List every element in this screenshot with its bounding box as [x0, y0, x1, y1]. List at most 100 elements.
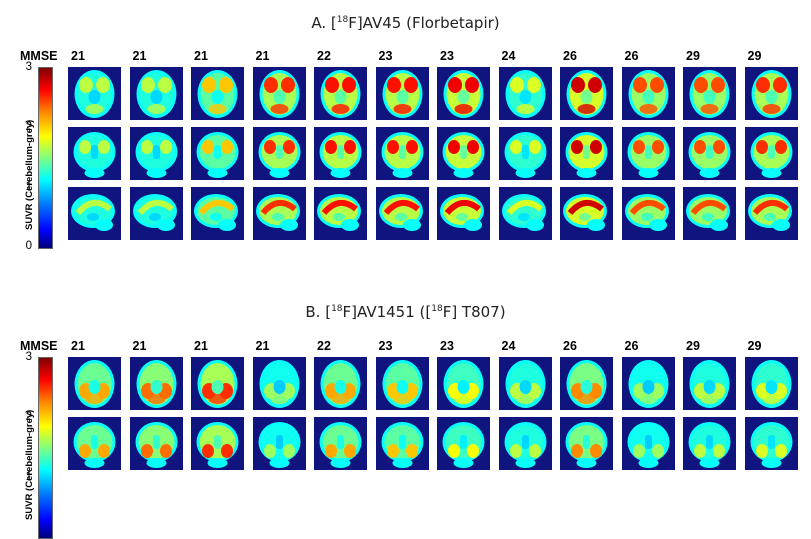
- panel-b-tick-3: 3: [25, 351, 32, 363]
- pet-scan-sagittal-image: [375, 187, 429, 240]
- pet-scan-coronal-image: [375, 417, 429, 470]
- pet-scan-axial-image: [314, 357, 367, 410]
- pet-scan-axial-image: [252, 67, 306, 120]
- mmse-value: 23: [378, 339, 393, 353]
- panel-a-colorbar: [38, 67, 53, 249]
- mmse-value: 26: [624, 49, 639, 63]
- pet-scan-axial-image: [560, 67, 613, 120]
- mmse-value: 24: [501, 49, 516, 63]
- pet-scan-axial-image: [314, 67, 367, 120]
- pet-scan-sagittal-image: [744, 187, 798, 240]
- pet-scan-coronal-image: [560, 127, 613, 180]
- pet-scan-axial-image: [498, 357, 552, 410]
- pet-scan-sagittal-image: [498, 187, 552, 240]
- panel-b-tick-2: 2: [25, 411, 32, 423]
- mmse-value: 21: [194, 49, 208, 63]
- pet-scan-axial-image: [375, 67, 429, 120]
- pet-scan-coronal-image: [683, 417, 736, 470]
- pet-scan-coronal-image: [744, 417, 798, 470]
- panel-a-colorbar-label: SUVR (Cerebellum-grey): [24, 119, 35, 230]
- panel-b-colorbar: [38, 357, 53, 539]
- mmse-value: 22: [317, 339, 331, 353]
- pet-scan-sagittal-image: [129, 187, 183, 240]
- pet-scan-coronal-image: [498, 127, 552, 180]
- pet-scan-axial-image: [621, 357, 675, 410]
- pet-scan-coronal-image: [252, 127, 306, 180]
- mmse-value: 23: [378, 49, 393, 63]
- panel-b-mmse-label: MMSE: [20, 339, 58, 353]
- pet-scan-coronal-image: [68, 127, 121, 180]
- panel-b-tick-1: 1: [25, 471, 32, 483]
- pet-scan-coronal-image: [437, 127, 490, 180]
- panel-a-mmse-label: MMSE: [20, 49, 58, 63]
- pet-scan-axial-image: [252, 357, 306, 410]
- pet-scan-coronal-image: [621, 417, 675, 470]
- mmse-value: 21: [71, 49, 85, 63]
- pet-scan-axial-image: [621, 67, 675, 120]
- pet-scan-sagittal-image: [314, 187, 367, 240]
- pet-scan-axial-image: [744, 67, 798, 120]
- pet-scan-coronal-image: [498, 417, 552, 470]
- pet-scan-axial-image: [375, 357, 429, 410]
- panel-a-mmse-row: 21 21 21 21 22 23 23 24 26 26 29 29: [58, 49, 798, 65]
- mmse-value: 21: [194, 339, 208, 353]
- pet-scan-coronal-image: [560, 417, 613, 470]
- mmse-value: 26: [563, 339, 577, 353]
- pet-scan-coronal-image: [129, 417, 183, 470]
- panel-b-title: B. [18F]AV1451 ([18F] T807): [305, 303, 506, 321]
- pet-scan-sagittal-image: [560, 187, 613, 240]
- pet-scan-coronal-image: [314, 127, 367, 180]
- mmse-value: 29: [747, 339, 762, 353]
- panel-b-colorbar-label: SUVR (Cerebellum-grey): [24, 409, 35, 520]
- panel-a-title: A. [18F]AV45 (Florbetapir): [311, 14, 500, 32]
- pet-scan-axial-image: [68, 357, 121, 410]
- mmse-value: 26: [624, 339, 639, 353]
- mmse-value: 29: [686, 49, 700, 63]
- pet-scan-sagittal-image: [68, 187, 121, 240]
- pet-scan-axial-image: [437, 67, 490, 120]
- pet-scan-axial-image: [68, 67, 121, 120]
- pet-scan-coronal-image: [621, 127, 675, 180]
- pet-scan-coronal-image: [68, 417, 121, 470]
- mmse-value: 21: [255, 339, 270, 353]
- pet-scan-coronal-image: [683, 127, 736, 180]
- panel-b-mmse-row: 21 21 21 21 22 23 23 24 26 26 29 29: [58, 339, 798, 355]
- pet-scan-axial-image: [437, 357, 490, 410]
- pet-scan-coronal-image: [191, 127, 244, 180]
- pet-scan-axial-image: [129, 67, 183, 120]
- pet-scan-axial-image: [191, 357, 244, 410]
- pet-scan-axial-image: [683, 67, 736, 120]
- pet-scan-axial-image: [498, 67, 552, 120]
- pet-scan-sagittal-image: [191, 187, 244, 240]
- mmse-value: 26: [563, 49, 577, 63]
- panel-a-tick-3: 3: [25, 61, 32, 73]
- pet-scan-coronal-image: [314, 417, 367, 470]
- mmse-value: 21: [132, 339, 147, 353]
- mmse-value: 22: [317, 49, 331, 63]
- mmse-value: 23: [440, 339, 454, 353]
- panel-a-tick-1: 1: [25, 181, 32, 193]
- pet-scan-coronal-image: [252, 417, 306, 470]
- pet-scan-axial-image: [191, 67, 244, 120]
- pet-scan-axial-image: [744, 357, 798, 410]
- pet-scan-axial-image: [683, 357, 736, 410]
- mmse-value: 23: [440, 49, 454, 63]
- mmse-value: 29: [686, 339, 700, 353]
- mmse-value: 29: [747, 49, 762, 63]
- pet-scan-sagittal-image: [252, 187, 306, 240]
- mmse-value: 24: [501, 339, 516, 353]
- mmse-value: 21: [132, 49, 147, 63]
- pet-scan-axial-image: [129, 357, 183, 410]
- pet-scan-axial-image: [560, 357, 613, 410]
- panel-a-tick-2: 2: [25, 121, 32, 133]
- pet-scan-coronal-image: [437, 417, 490, 470]
- pet-scan-coronal-image: [744, 127, 798, 180]
- pet-scan-coronal-image: [129, 127, 183, 180]
- pet-scan-coronal-image: [191, 417, 244, 470]
- pet-scan-sagittal-image: [683, 187, 736, 240]
- pet-scan-coronal-image: [375, 127, 429, 180]
- pet-scan-sagittal-image: [437, 187, 490, 240]
- panel-a-tick-0: 0: [25, 240, 32, 252]
- mmse-value: 21: [255, 49, 270, 63]
- mmse-value: 21: [71, 339, 85, 353]
